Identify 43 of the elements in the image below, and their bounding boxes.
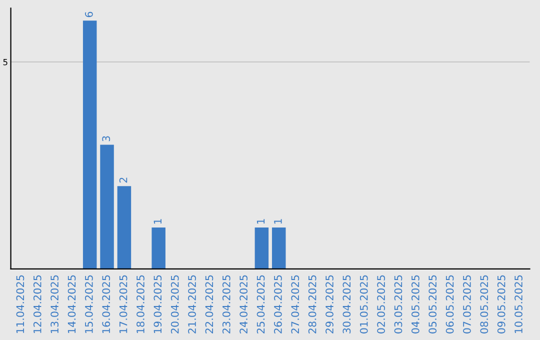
x-tick-label: 01.05.2025 [360, 275, 368, 334]
bar [152, 228, 166, 269]
x-tick-label: 26.04.2025 [274, 275, 282, 334]
x-tick-label: 03.05.2025 [394, 275, 402, 334]
x-tick-label: 06.05.2025 [446, 275, 454, 334]
x-tick-label: 27.04.2025 [291, 275, 300, 334]
data-label: 3 [102, 136, 110, 142]
data-label: 2 [119, 178, 128, 183]
data-label: 1 [274, 219, 282, 224]
x-tick-label: 22.04.2025 [205, 275, 214, 334]
x-tick-label: 10.05.2025 [514, 275, 522, 333]
x-tick-label: 21.04.2025 [188, 275, 196, 334]
x-tick-label: 05.05.2025 [428, 275, 437, 334]
x-tick-label: 25.04.2025 [256, 275, 265, 334]
x-tick-label: 28.04.2025 [308, 275, 316, 334]
x-tick-label: 09.05.2025 [497, 275, 506, 334]
x-tick-label: 12.04.2025 [33, 275, 42, 333]
x-tick-label: 13.04.2025 [50, 275, 58, 333]
bar [254, 228, 269, 269]
x-tick-label: 23.04.2025 [222, 275, 230, 334]
x-tick-label: 20.04.2025 [170, 275, 179, 334]
y-tick-label: 5 [3, 59, 8, 66]
bar [272, 228, 286, 269]
x-tick-label: 18.04.2025 [136, 275, 144, 333]
x-tick-label: 30.04.2025 [342, 275, 351, 334]
bar [117, 186, 132, 269]
x-tick-label: 07.05.2025 [463, 275, 471, 334]
bar [82, 20, 97, 269]
bar [100, 144, 114, 269]
x-tick-label: 04.05.2025 [411, 275, 420, 334]
x-tick-label: 17.04.2025 [119, 275, 128, 333]
x-tick-label: 02.05.2025 [377, 275, 385, 334]
x-tick-label: 29.04.2025 [326, 275, 334, 334]
x-tick-label: 08.05.2025 [480, 275, 488, 334]
data-label: 6 [84, 12, 93, 18]
x-tick-label: 14.04.2025 [68, 275, 76, 333]
x-tick-label: 24.04.2025 [240, 275, 248, 334]
x-tick-label: 11.04.2025 [16, 275, 24, 333]
data-label: 1 [154, 219, 162, 224]
x-tick-label: 19.04.2025 [154, 275, 162, 333]
x-tick-label: 16.04.2025 [102, 275, 110, 333]
x-tick-label: 15.04.2025 [84, 275, 93, 333]
data-label: 1 [256, 219, 265, 224]
